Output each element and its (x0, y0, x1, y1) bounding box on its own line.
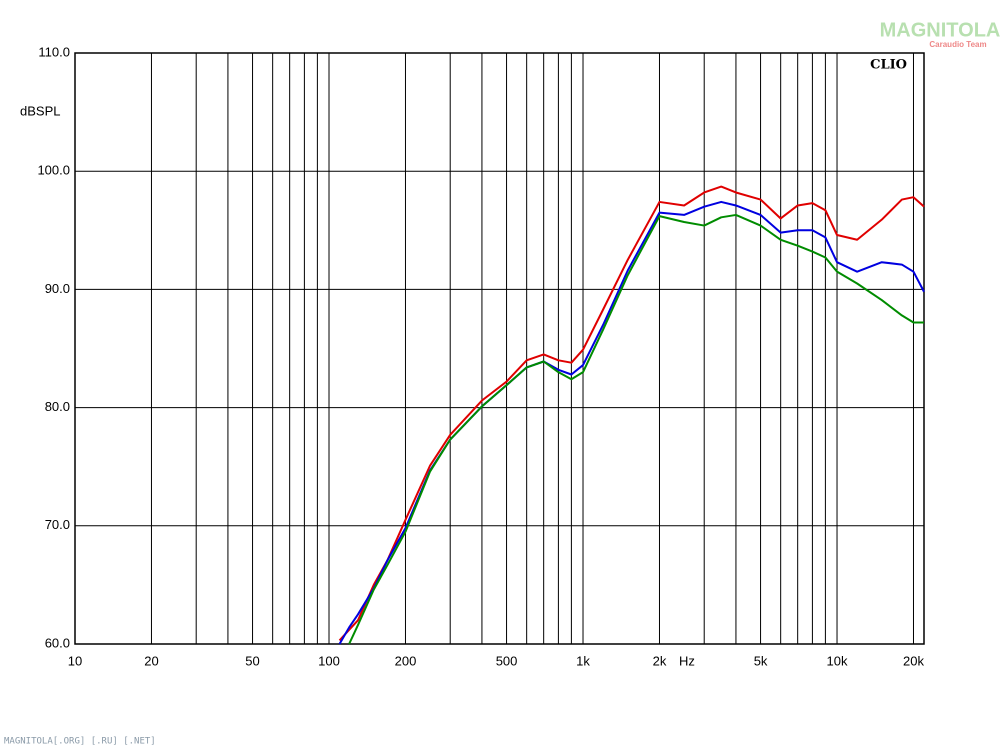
y-tick-label: 60.0 (45, 635, 70, 650)
series-line (348, 213, 924, 645)
y-tick-label: 110.0 (38, 44, 70, 59)
watermark: MAGNITOLA (880, 19, 1000, 41)
footer: MAGNITOLA[.ORG] [.RU] [.NET] (4, 737, 156, 747)
annotation: CLIO (870, 58, 907, 73)
x-axis-label: Hz (679, 653, 695, 668)
x-tick-label: 20k (903, 653, 924, 668)
y-tick-label: 70.0 (45, 517, 70, 532)
y-axis-label: dBSPL (20, 103, 60, 118)
watermark-sub: Caraudio Team (929, 40, 986, 49)
x-tick-label: 10k (827, 653, 848, 668)
x-tick-label: 100 (318, 653, 340, 668)
x-tick-label: 1k (576, 653, 590, 668)
series-line (338, 200, 925, 645)
x-tick-label: 500 (496, 653, 518, 668)
x-tick-label: 5k (754, 653, 768, 668)
y-tick-label: 100.0 (37, 163, 70, 178)
x-tick-label: 50 (245, 653, 259, 668)
x-tick-label: 10 (68, 653, 82, 668)
x-tick-label: 20 (144, 653, 158, 668)
series-line (338, 185, 925, 642)
y-tick-label: 80.0 (45, 399, 70, 414)
x-tick-label: 200 (395, 653, 417, 668)
y-tick-label: 90.0 (45, 281, 70, 296)
x-tick-label: 2k (653, 653, 667, 668)
